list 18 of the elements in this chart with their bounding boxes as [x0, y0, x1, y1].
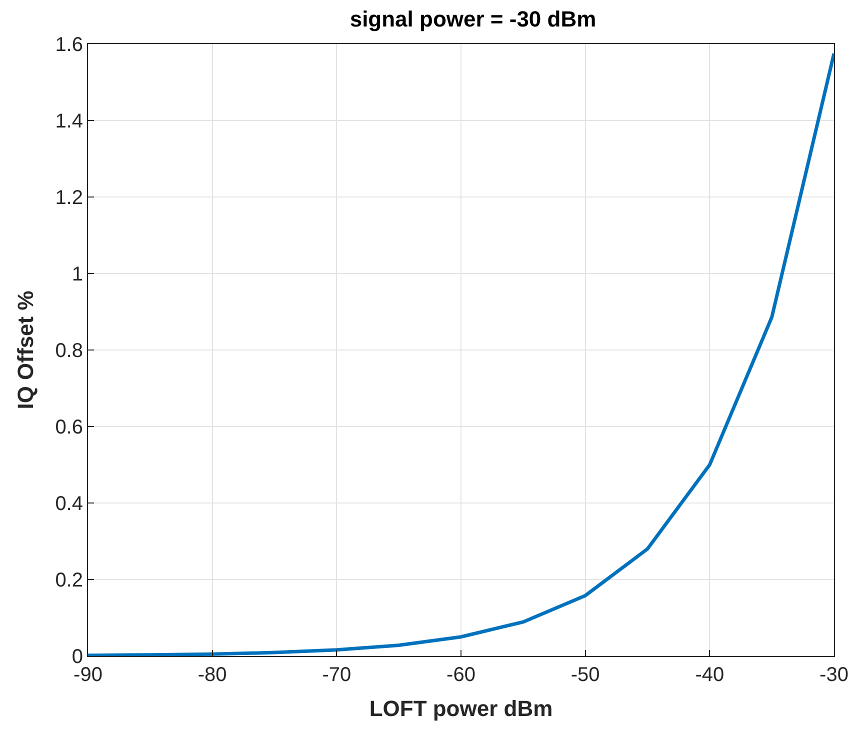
y-tick-label: 0.8 — [55, 340, 83, 362]
y-axis-title: IQ Offset % — [12, 290, 38, 410]
y-tick-label: 1 — [72, 264, 83, 286]
y-tick-label: 0.2 — [55, 570, 83, 592]
y-tick-label: 1.2 — [55, 187, 83, 209]
y-tick-label: 1.6 — [55, 34, 83, 56]
x-tick-label: -60 — [446, 664, 476, 686]
x-axis-title: LOFT power dBm — [369, 696, 553, 721]
chart-title: signal power = -30 dBm — [350, 6, 596, 32]
line-series — [88, 52, 834, 656]
y-tick-label: 0.6 — [55, 416, 83, 438]
x-tick-label: -50 — [570, 664, 600, 686]
x-tick-label: -70 — [322, 664, 352, 686]
y-tick-label: 0.4 — [55, 493, 83, 515]
y-tick-label: 1.4 — [55, 110, 83, 132]
x-tick-label: -30 — [820, 664, 848, 686]
x-tick-label: -40 — [695, 664, 724, 686]
x-tick-label: -80 — [198, 664, 227, 686]
